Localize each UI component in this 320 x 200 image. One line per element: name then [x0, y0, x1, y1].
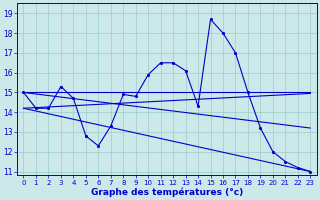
X-axis label: Graphe des températures (°c): Graphe des températures (°c)	[91, 187, 243, 197]
